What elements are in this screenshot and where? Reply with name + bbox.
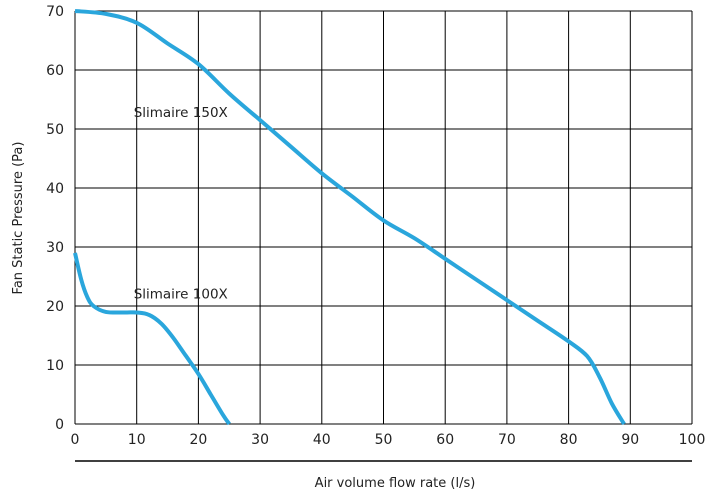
y-tick-label: 70 [46,4,64,20]
curve-label: Slimaire 150X [134,105,228,121]
x-tick-label: 20 [189,432,207,448]
x-tick-label: 10 [128,432,146,448]
grid-lines [74,10,693,425]
y-tick-label: 30 [46,240,64,256]
y-tick-label: 40 [46,181,64,197]
x-tick-label: 50 [375,432,393,448]
x-tick-label: 80 [560,432,578,448]
curve-labels: Slimaire 150X Slimaire 100X [134,105,228,302]
x-tick-label: 100 [679,432,706,448]
series-line-slimaire-150x [74,9,626,426]
y-tick-labels: 0 10 20 30 40 50 60 70 [46,4,64,433]
x-tick-labels: 0 10 20 30 40 50 60 70 80 90 100 [71,432,706,448]
x-axis-label: Air volume flow rate (l/s) [315,476,476,491]
series-line-slimaire-100x [73,252,231,426]
x-tick-label: 40 [313,432,331,448]
y-tick-label: 60 [46,63,64,79]
y-axis-label: Fan Static Pressure (Pa) [11,142,26,295]
x-tick-label: 70 [498,432,516,448]
y-tick-label: 20 [46,299,64,315]
x-tick-label: 30 [251,432,269,448]
curve-label: Slimaire 100X [134,286,228,302]
y-tick-label: 0 [55,417,64,433]
y-tick-label: 10 [46,358,64,374]
x-tick-label: 90 [621,432,639,448]
y-tick-label: 50 [46,122,64,138]
x-tick-label: 60 [436,432,454,448]
series-lines [73,9,626,426]
x-tick-label: 0 [71,432,80,448]
